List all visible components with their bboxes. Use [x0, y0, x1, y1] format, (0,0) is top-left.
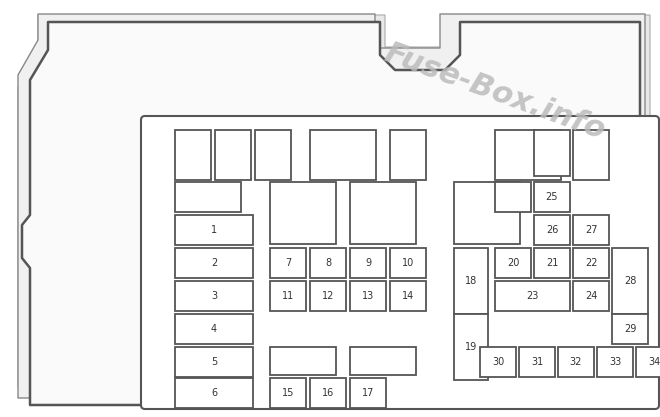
Bar [270, 182, 336, 244]
Text: 2: 2 [211, 258, 217, 268]
Bar [390, 281, 426, 311]
Bar [534, 248, 570, 278]
Polygon shape [18, 14, 645, 398]
Polygon shape [22, 22, 640, 405]
Bar [612, 248, 648, 314]
Text: 23: 23 [526, 291, 539, 301]
Text: 8: 8 [325, 258, 331, 268]
Text: 25: 25 [546, 192, 558, 202]
Bar [495, 130, 561, 180]
Bar [534, 130, 570, 176]
Text: 31: 31 [531, 357, 543, 367]
Text: 33: 33 [609, 357, 621, 367]
Bar [390, 130, 426, 180]
Bar [175, 182, 241, 212]
Text: 6: 6 [211, 388, 217, 398]
Bar [612, 314, 648, 344]
Text: 7: 7 [285, 258, 291, 268]
Text: 18: 18 [465, 276, 477, 286]
Bar [310, 378, 346, 408]
Bar [175, 281, 253, 311]
Bar [255, 130, 291, 180]
Text: 12: 12 [322, 291, 334, 301]
Text: 4: 4 [211, 324, 217, 334]
Text: 24: 24 [585, 291, 597, 301]
Text: Fuse-Box.info: Fuse-Box.info [381, 38, 609, 145]
Bar [175, 215, 253, 245]
Text: 29: 29 [624, 324, 636, 334]
Text: 17: 17 [362, 388, 374, 398]
Bar [519, 347, 555, 377]
Text: 26: 26 [546, 225, 558, 235]
Bar [454, 314, 488, 380]
Bar [270, 347, 336, 375]
Text: 9: 9 [365, 258, 371, 268]
Bar [175, 248, 253, 278]
Text: 21: 21 [546, 258, 558, 268]
Bar [270, 248, 306, 278]
Bar [175, 347, 253, 377]
Bar [636, 347, 660, 377]
Text: 16: 16 [322, 388, 334, 398]
Bar [573, 130, 609, 180]
Bar [573, 215, 609, 245]
Bar [310, 281, 346, 311]
Text: 30: 30 [492, 357, 504, 367]
Text: 3: 3 [211, 291, 217, 301]
Text: 27: 27 [585, 225, 597, 235]
Bar [350, 347, 416, 375]
Text: 34: 34 [648, 357, 660, 367]
Bar [350, 182, 416, 244]
Bar [175, 378, 253, 408]
Bar [270, 281, 306, 311]
Text: 1: 1 [211, 225, 217, 235]
Bar [573, 281, 609, 311]
Bar [597, 347, 633, 377]
Text: 22: 22 [585, 258, 597, 268]
Bar [454, 248, 488, 314]
FancyBboxPatch shape [141, 116, 659, 409]
Bar [175, 314, 253, 344]
Bar [480, 347, 516, 377]
Bar [270, 378, 306, 408]
Text: 13: 13 [362, 291, 374, 301]
Bar [534, 182, 570, 212]
Polygon shape [18, 15, 650, 387]
Bar [454, 182, 520, 244]
Bar [215, 130, 251, 180]
Text: 5: 5 [211, 357, 217, 367]
Bar [573, 248, 609, 278]
Bar [495, 248, 531, 278]
Text: 11: 11 [282, 291, 294, 301]
Bar [310, 248, 346, 278]
Bar [175, 130, 211, 180]
Bar [310, 130, 376, 180]
Text: 32: 32 [570, 357, 582, 367]
Bar [495, 182, 531, 212]
Text: 20: 20 [507, 258, 519, 268]
Bar [558, 347, 594, 377]
Bar [350, 248, 386, 278]
Bar [534, 215, 570, 245]
Bar [390, 248, 426, 278]
Bar [495, 281, 570, 311]
Text: 10: 10 [402, 258, 414, 268]
Text: 14: 14 [402, 291, 414, 301]
Text: 28: 28 [624, 276, 636, 286]
Bar [350, 281, 386, 311]
Text: 19: 19 [465, 342, 477, 352]
Text: 15: 15 [282, 388, 294, 398]
Bar [350, 378, 386, 408]
